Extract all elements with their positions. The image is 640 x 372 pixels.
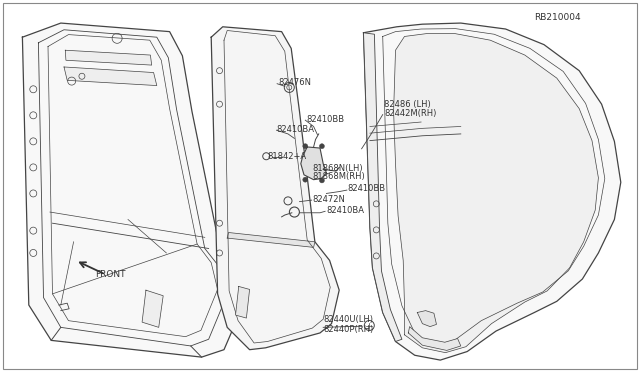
Text: 81842+A: 81842+A bbox=[268, 152, 307, 161]
Polygon shape bbox=[211, 27, 339, 350]
Polygon shape bbox=[64, 67, 157, 86]
Polygon shape bbox=[408, 327, 461, 350]
Circle shape bbox=[303, 144, 308, 149]
Text: 82440P(RH): 82440P(RH) bbox=[323, 325, 374, 334]
Polygon shape bbox=[394, 33, 598, 353]
Polygon shape bbox=[22, 23, 243, 357]
Polygon shape bbox=[227, 232, 315, 247]
Text: 82476N: 82476N bbox=[278, 78, 312, 87]
Text: 82410BA: 82410BA bbox=[276, 125, 314, 134]
Text: 82440U(LH): 82440U(LH) bbox=[323, 315, 373, 324]
Text: RB210004: RB210004 bbox=[534, 13, 581, 22]
Text: 81868M(RH): 81868M(RH) bbox=[312, 172, 365, 181]
Circle shape bbox=[319, 178, 324, 183]
Polygon shape bbox=[417, 311, 436, 327]
Polygon shape bbox=[142, 290, 163, 327]
Polygon shape bbox=[364, 23, 621, 360]
Text: 82410BA: 82410BA bbox=[326, 206, 364, 215]
Polygon shape bbox=[301, 147, 326, 180]
Polygon shape bbox=[65, 50, 152, 65]
Text: 82472N: 82472N bbox=[312, 195, 345, 203]
Circle shape bbox=[303, 177, 308, 182]
Polygon shape bbox=[236, 286, 250, 318]
Text: 82410BB: 82410BB bbox=[306, 115, 344, 124]
Text: FRONT: FRONT bbox=[95, 270, 125, 279]
Text: 81868N(LH): 81868N(LH) bbox=[312, 164, 363, 173]
Circle shape bbox=[319, 144, 324, 149]
Polygon shape bbox=[364, 33, 402, 341]
Text: 82410BB: 82410BB bbox=[348, 185, 386, 193]
Text: 82442M(RH): 82442M(RH) bbox=[384, 109, 436, 118]
Text: 82486 (LH): 82486 (LH) bbox=[384, 100, 431, 109]
